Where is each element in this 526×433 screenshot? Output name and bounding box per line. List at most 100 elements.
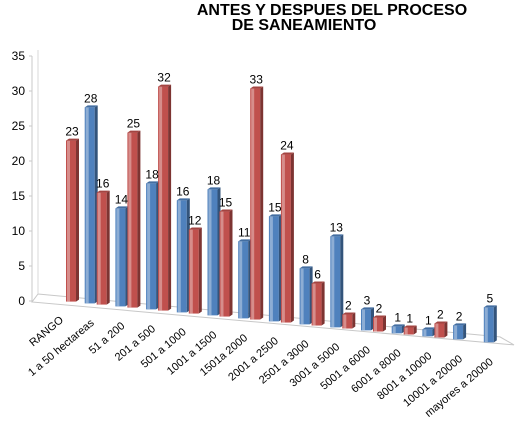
data-label: 1: [425, 313, 432, 327]
data-label: 32: [157, 71, 171, 85]
bar-side: [260, 86, 264, 320]
bar-highlight: [312, 283, 316, 326]
bar-side: [106, 190, 110, 305]
bar-highlight: [392, 326, 396, 334]
bar-blue-13: [453, 323, 467, 340]
bar-front: [84, 107, 95, 304]
data-label: 23: [65, 125, 79, 139]
bar-blue-9: [330, 234, 344, 328]
chart-title-line-1: ANTES Y DESPUES DEL PROCESO: [197, 2, 467, 19]
bar-top: [361, 307, 374, 310]
bar-red-3: [158, 84, 172, 311]
bar-top: [66, 138, 79, 141]
bar-front: [115, 208, 126, 307]
bar-side: [168, 84, 172, 311]
bar-highlight: [67, 140, 70, 302]
bar-red-7: [280, 152, 294, 323]
bar-front: [280, 154, 291, 323]
y-tick-label: 20: [12, 154, 26, 168]
bar-highlight: [423, 329, 427, 337]
bar-red-2: [127, 130, 141, 308]
y-tick-label: 15: [12, 189, 26, 203]
bar-top: [299, 266, 313, 269]
bar-top: [330, 234, 344, 237]
bar-highlight: [454, 325, 458, 340]
bar-front: [219, 211, 230, 317]
bar-red-10: [373, 315, 386, 332]
bar-front: [483, 307, 494, 343]
bar-front: [238, 241, 249, 319]
bar-red-0: [66, 138, 79, 302]
bar-blue-12: [422, 327, 436, 337]
y-tick-label: 30: [12, 84, 26, 98]
bar-top: [146, 181, 160, 184]
bar-highlight: [300, 268, 304, 325]
bar-side: [290, 152, 294, 323]
bar-blue-2: [115, 206, 129, 307]
y-tick-label: 10: [12, 224, 26, 238]
bar-side: [413, 325, 417, 335]
bar-top: [84, 105, 98, 108]
bar-highlight: [116, 208, 120, 307]
bar-red-9: [342, 312, 356, 329]
data-label: 16: [96, 177, 110, 191]
bar-red-1: [96, 190, 110, 305]
bar-front: [299, 268, 310, 325]
bar-highlight: [343, 314, 347, 329]
y-tick-label: 35: [12, 49, 26, 63]
bar-front: [453, 325, 464, 340]
bar-highlight: [97, 192, 101, 305]
bar-front: [158, 86, 169, 311]
bar-highlight: [374, 317, 377, 332]
bar-top: [483, 305, 497, 308]
data-label: 1: [394, 310, 401, 324]
bar-red-4: [188, 227, 202, 314]
bar-highlight: [362, 309, 365, 331]
bar-top: [96, 190, 110, 193]
bar-blue-14: [483, 305, 497, 343]
bar-front: [342, 314, 353, 329]
bar-highlight: [269, 216, 273, 322]
bar-highlight: [159, 86, 163, 311]
bar-side: [321, 281, 325, 326]
bar-blue-3: [146, 181, 160, 310]
bar-front: [207, 189, 218, 316]
bar-front: [188, 229, 199, 314]
bar-side: [340, 234, 344, 328]
bar-blue-7: [268, 214, 282, 322]
bar-top: [280, 152, 294, 155]
bar-front: [311, 283, 322, 326]
bar-highlight: [484, 307, 488, 343]
data-label: 12: [188, 214, 202, 228]
bar-front: [361, 309, 371, 331]
bar-highlight: [239, 241, 243, 319]
bar-top: [250, 86, 264, 89]
bar-highlight: [220, 211, 224, 317]
bar-front: [146, 183, 157, 310]
data-label: 2: [456, 309, 463, 323]
bar-highlight: [331, 236, 335, 328]
bar-red-12: [434, 321, 448, 338]
chart-title-line-2: DE SANEAMIENTO: [232, 17, 377, 34]
bar-front: [373, 317, 383, 332]
bar-blue-10: [361, 307, 374, 331]
data-label: 15: [268, 200, 282, 214]
bar-red-5: [219, 209, 233, 317]
data-label: 25: [127, 117, 141, 131]
bar-top: [434, 321, 448, 324]
data-label: 2: [437, 308, 444, 322]
data-label: 3: [364, 293, 371, 307]
bar-top: [127, 130, 141, 133]
data-label: 28: [84, 91, 98, 105]
data-label: 13: [330, 220, 344, 234]
bar-front: [330, 236, 341, 328]
y-tick-label: 25: [12, 119, 26, 133]
data-label: 14: [115, 192, 129, 206]
data-label: 18: [145, 167, 159, 181]
bar-blue-11: [391, 324, 405, 334]
data-label: 1: [406, 312, 413, 326]
bar-highlight: [208, 189, 212, 316]
bar-top: [422, 327, 436, 330]
